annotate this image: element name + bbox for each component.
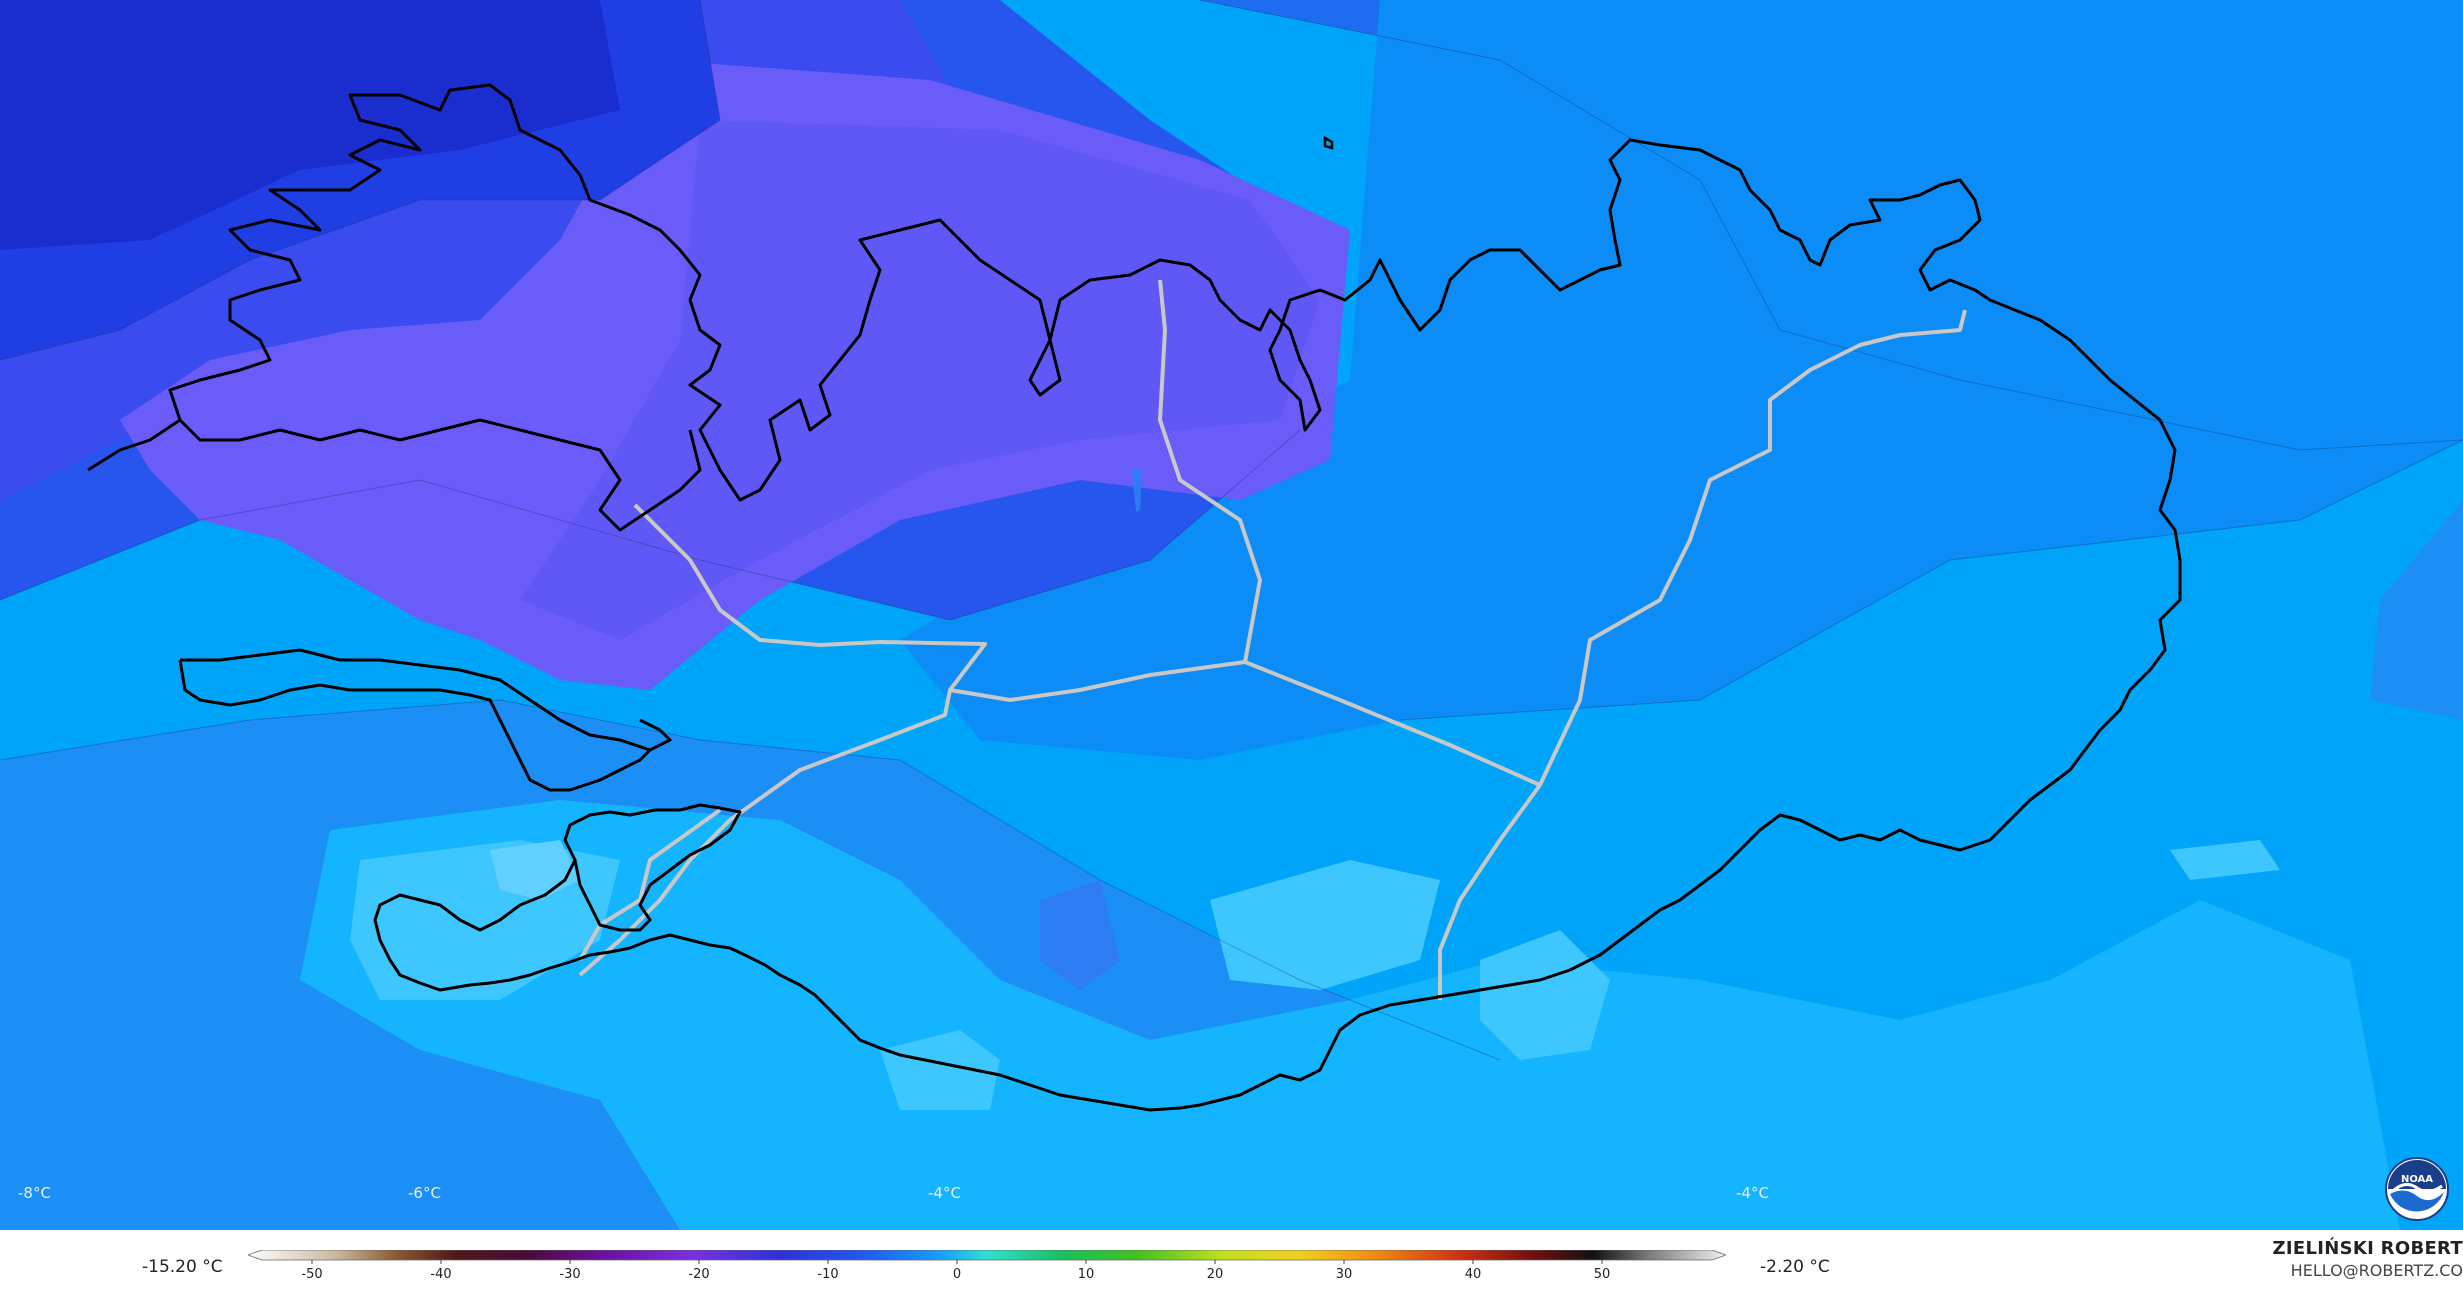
branding: ZIELIŃSKI ROBERT HELLO@ROBERTZ.CO [2273,1238,2463,1280]
colorbar-ticks: -50 -40 -30 -20 -10 0 10 20 30 40 50 [301,1260,1610,1282]
point-label-2: -6°C [408,1184,441,1202]
colorbar-svg: -50 -40 -30 -20 -10 0 10 20 30 40 50 [246,1249,1728,1282]
temperature-contour-map [0,0,2463,1230]
author-email: HELLO@ROBERTZ.CO [2290,1261,2463,1280]
contour-band-lightest-patch-3 [1210,860,1440,990]
contour-band-blue-east [900,0,2463,760]
iceland-coastline [87,83,2182,1112]
noaa-logo: NOAA [2385,1157,2449,1221]
colorbar-tick-label: 0 [953,1267,961,1282]
temperature-map: -8°C -6°C -4°C -4°C NOAA [0,0,2463,1230]
colorbar-tick-label: -10 [817,1267,838,1282]
contour-band-mid-patch [1040,880,1120,990]
colorbar-gradient [246,1249,1728,1261]
colorbar-tick-label: 30 [1336,1267,1353,1282]
contour-band-east-lightest [2170,840,2280,880]
colorbar-tick-label: -50 [301,1267,322,1282]
colorbar-tick-label: -20 [688,1267,709,1282]
point-label-4: -4°C [1736,1184,1769,1202]
grimsey-island [1323,135,1334,150]
point-label-3: -4°C [928,1184,961,1202]
noaa-logo-text: NOAA [2401,1174,2433,1185]
temperature-colorbar: -50 -40 -30 -20 -10 0 10 20 30 40 50 [246,1249,1728,1286]
author-name: ZIELIŃSKI ROBERT [2272,1238,2463,1259]
contour-band-violet-core [520,120,1320,640]
colorbar-tick-label: 50 [1594,1267,1611,1282]
legend-max-value: -2.20 °C [1760,1257,1830,1277]
contour-lines [0,0,2463,1061]
snaefellsnes-outline [180,648,672,752]
contour-band-light-south [300,800,2400,1230]
legend-min-value: -15.20 °C [142,1257,223,1277]
colorbar-tick-label: 40 [1465,1267,1482,1282]
lake-myvatn [1132,470,1142,512]
colorbar-tick-label: 10 [1078,1267,1095,1282]
westfjords-outline [178,418,702,532]
point-label-1: -8°C [18,1184,51,1202]
contour-band-darkest-nw [0,0,620,250]
west-coast-outline [178,659,652,792]
contour-band-lightest-patch-5 [880,1030,1000,1110]
contour-band-lightest-patch-4 [1480,930,1610,1060]
colorbar-tick-label: -30 [559,1267,580,1282]
contour-band-east-mid [2370,500,2463,720]
road-network [578,279,1967,1000]
colorbar-tick-label: -40 [430,1267,451,1282]
colorbar-tick-label: 20 [1207,1267,1224,1282]
